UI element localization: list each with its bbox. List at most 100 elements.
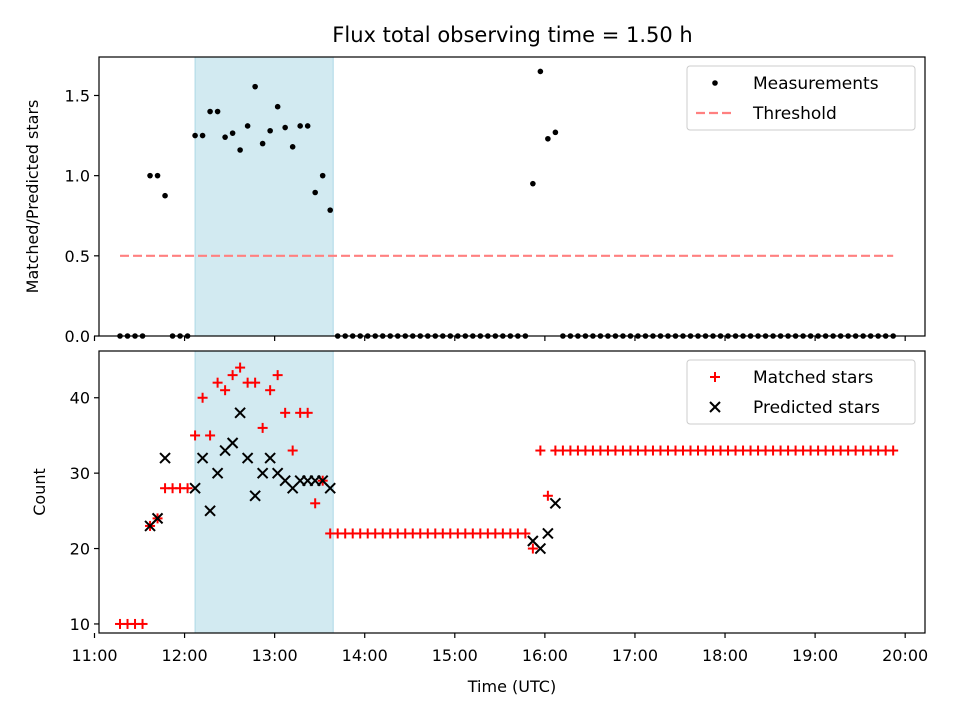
y-tick-label: 1.0 bbox=[65, 167, 90, 186]
measurement-point bbox=[545, 135, 551, 142]
series-matched-stars bbox=[115, 362, 899, 629]
matched-star-point bbox=[280, 407, 291, 418]
matched-star-point bbox=[542, 490, 553, 501]
y-tick-label: 0.0 bbox=[65, 327, 90, 346]
measurement-point bbox=[274, 103, 281, 110]
observing-window-span bbox=[194, 56, 334, 337]
measurement-point bbox=[319, 172, 326, 179]
predicted-star-point bbox=[534, 542, 547, 555]
predicted-marker-b bbox=[249, 490, 261, 502]
legend: Matched stars Predicted stars bbox=[686, 359, 916, 425]
matched-star-point bbox=[287, 445, 298, 456]
measurement-point bbox=[199, 132, 206, 139]
x-axis-label: Time (UTC) bbox=[467, 677, 556, 696]
predicted-star-point bbox=[542, 527, 554, 540]
predicted-star-point bbox=[241, 452, 254, 464]
measurement-point bbox=[237, 147, 243, 153]
predicted-marker-b bbox=[534, 542, 547, 555]
matched-star-point bbox=[182, 483, 193, 494]
legend: Measurements Threshold bbox=[686, 65, 916, 131]
matched-star-point bbox=[257, 422, 268, 433]
predicted-star-point bbox=[211, 467, 224, 479]
legend-matched-swatch bbox=[710, 372, 720, 382]
x-tick-label: 15:00 bbox=[432, 646, 478, 665]
predicted-star-point bbox=[226, 437, 239, 449]
measurement-point bbox=[244, 123, 251, 129]
predicted-marker-b bbox=[226, 437, 239, 449]
measurement-point bbox=[312, 189, 318, 196]
y-tick-label: 0.5 bbox=[65, 247, 90, 266]
matched-star-point bbox=[527, 543, 538, 554]
measurement-point bbox=[214, 108, 221, 115]
measurement-point bbox=[192, 132, 198, 139]
y-tick-label: 20 bbox=[70, 540, 90, 559]
predicted-marker-b bbox=[256, 467, 269, 479]
measurement-point bbox=[304, 123, 311, 129]
predicted-marker-b bbox=[324, 482, 336, 494]
predicted-marker-b bbox=[204, 505, 216, 517]
predicted-star-point bbox=[264, 452, 276, 464]
measurement-point bbox=[530, 180, 536, 187]
measurement-point bbox=[552, 129, 559, 136]
x-tick-label: 17:00 bbox=[612, 646, 658, 665]
measurement-point bbox=[162, 192, 168, 199]
y-tick-label: 40 bbox=[70, 389, 90, 408]
legend-box bbox=[686, 359, 916, 425]
x-tick-label: 19:00 bbox=[792, 646, 838, 665]
predicted-marker-b bbox=[279, 474, 291, 487]
matched-star-point bbox=[302, 407, 313, 418]
matched-star-point bbox=[535, 445, 546, 456]
x-tick-label: 16:00 bbox=[522, 646, 568, 665]
predicted-marker-b bbox=[316, 474, 329, 487]
x-tick-label: 11:00 bbox=[71, 646, 117, 665]
legend-label: Measurements bbox=[753, 74, 879, 94]
matched-star-point bbox=[235, 362, 246, 373]
matched-star-point bbox=[137, 618, 148, 629]
axes-frame bbox=[98, 56, 926, 337]
predicted-marker-b bbox=[196, 452, 209, 464]
predicted-marker-b bbox=[234, 407, 246, 419]
predicted-marker-b bbox=[271, 467, 284, 479]
predicted-marker-b bbox=[264, 452, 276, 464]
matched-star-point bbox=[227, 370, 238, 381]
matched-star-point bbox=[265, 385, 276, 396]
predicted-star-point bbox=[151, 512, 164, 525]
chart-title: Flux total observing time = 1.50 h bbox=[332, 23, 692, 47]
y-tick-label: 30 bbox=[70, 464, 90, 483]
predicted-marker-b bbox=[549, 497, 562, 510]
predicted-marker-b bbox=[189, 482, 201, 494]
matched-star-point bbox=[197, 392, 208, 403]
legend-box bbox=[686, 65, 916, 131]
matched-star-point bbox=[205, 430, 216, 441]
series-predicted-stars bbox=[144, 407, 562, 555]
measurement-point bbox=[154, 172, 161, 179]
x-tick-label: 18:00 bbox=[702, 646, 748, 665]
x-tick-label: 20:00 bbox=[882, 646, 928, 665]
predicted-star-point bbox=[196, 452, 209, 464]
predicted-star-point bbox=[204, 505, 216, 517]
measurement-point bbox=[207, 108, 213, 115]
x-tick-label: 12:00 bbox=[162, 646, 208, 665]
measurement-point bbox=[537, 68, 544, 75]
predicted-star-point bbox=[234, 407, 246, 419]
matched-star-point bbox=[272, 370, 283, 381]
measurement-point bbox=[259, 140, 266, 147]
legend-predicted-swatch bbox=[709, 401, 721, 413]
predicted-star-point bbox=[159, 452, 171, 464]
predicted-marker-b bbox=[159, 452, 171, 464]
measurement-point bbox=[327, 207, 333, 213]
measurement-point bbox=[147, 172, 153, 179]
legend-label: Threshold bbox=[752, 104, 837, 124]
measurement-point bbox=[282, 124, 288, 131]
predicted-star-point bbox=[324, 482, 336, 494]
count-panel: 10 20 30 40 11:00 12:00 13:00 14:00 15:00 16:00 17… bbox=[30, 350, 928, 696]
predicted-marker-b bbox=[151, 512, 164, 525]
predicted-star-point bbox=[256, 467, 269, 479]
matched-star-point bbox=[220, 385, 231, 396]
measurement-point bbox=[222, 134, 228, 140]
legend-predicted-b bbox=[709, 401, 721, 413]
matched-star-point bbox=[250, 377, 261, 388]
measurement-point bbox=[267, 127, 273, 134]
matched-star-point bbox=[212, 377, 223, 388]
